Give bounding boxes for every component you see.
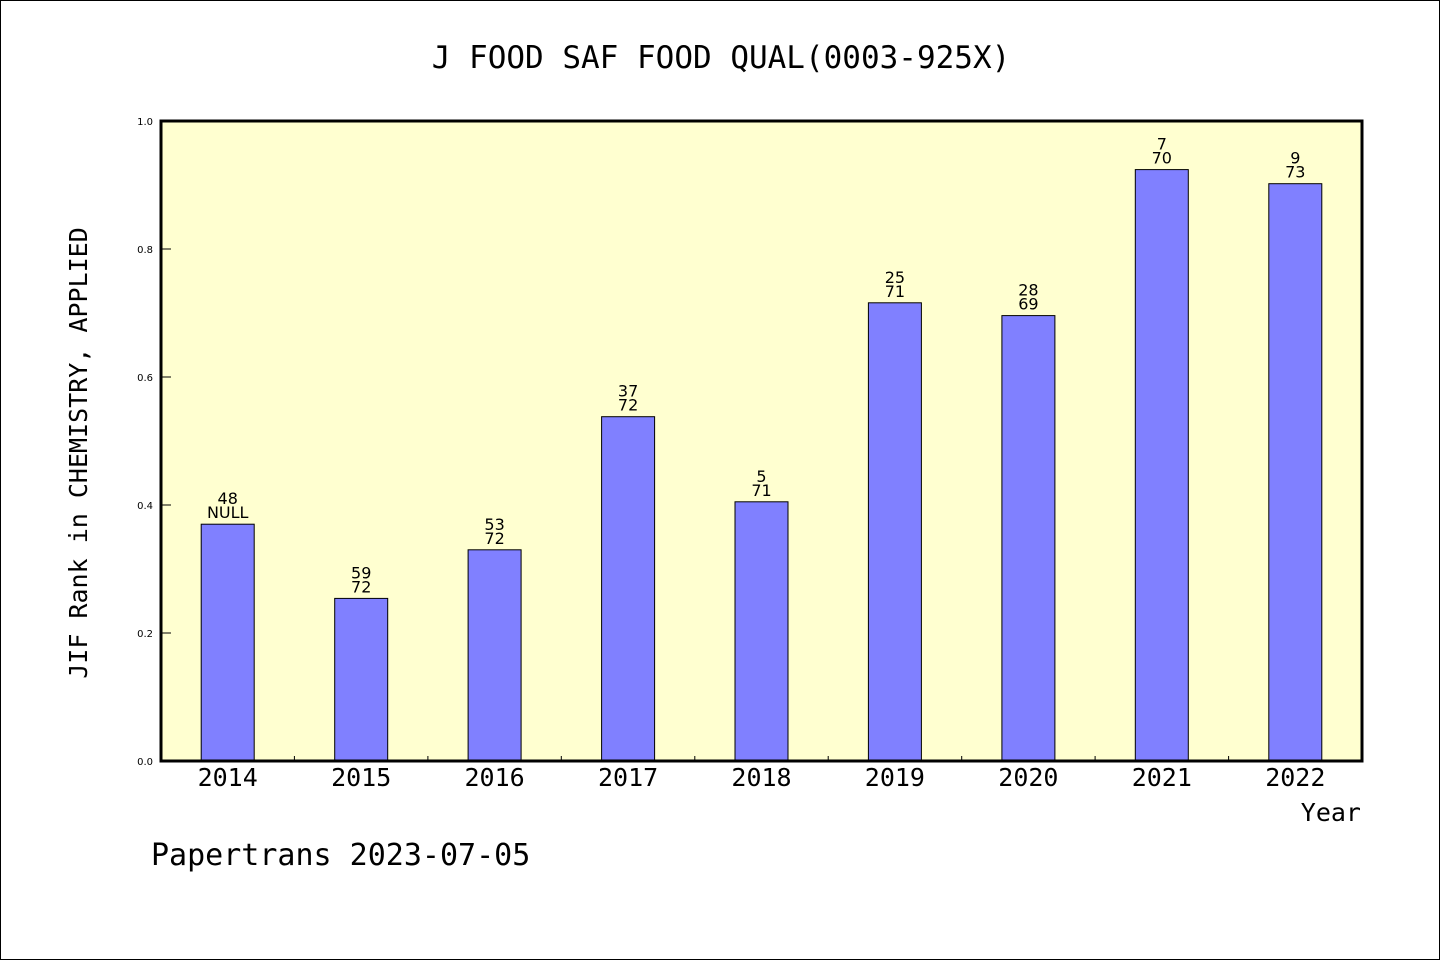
bar-label-bottom-2018: 71 [751,481,771,500]
bar-label-bottom-2016: 72 [484,529,504,548]
bar-2014 [200,523,255,762]
bar-2018 [734,501,789,762]
x-tick-label-2015: 2015 [331,763,391,792]
bar-2015 [334,597,389,762]
bar-label-bottom-2015: 72 [351,577,371,596]
bar-label-bottom-2022: 73 [1285,163,1305,182]
plot-border [159,119,1364,763]
bars [200,169,1323,762]
bar-label-bottom-2017: 72 [618,396,638,415]
x-tick-label-2016: 2016 [464,763,524,792]
bar-2016 [467,549,522,762]
bar-label-bottom-2020: 69 [1018,295,1038,314]
y-tick-label: 1.0 [137,117,153,128]
x-axis-label: Year [1301,798,1361,827]
chart-title: J FOOD SAF FOOD QUAL(0003-925X) [432,40,1011,76]
bar-label-top-2014: 48 [218,489,238,508]
bar-2017 [601,416,656,762]
footer-watermark: Papertrans 2023-07-05 [151,838,530,873]
x-tick-label-2017: 2017 [598,763,658,792]
bar-label-top-2016: 53 [484,515,504,534]
bar-label-bottom-2014: NULL [207,503,249,522]
bar-label-top-2017: 37 [618,382,638,401]
x-axis-ticks: 2014 2015 2016 2017 2018 2019 2020 2021 2022 [198,756,1325,792]
bar-2019 [867,302,922,762]
bar-label-bottom-2019: 71 [885,282,905,301]
bar-label-bottom-2021: 70 [1152,149,1172,168]
y-tick-label: 0.6 [137,373,153,384]
x-tick-label-2018: 2018 [731,763,791,792]
y-tick-label: 0.4 [137,501,153,512]
y-axis-label: JIF Rank in CHEMISTRY, APPLIED [64,227,93,679]
bar-label-top-2020: 28 [1018,281,1038,300]
y-tick-label: 0.8 [137,245,153,256]
bar-2020 [1001,315,1056,762]
y-tick-label: 0.2 [137,629,153,640]
bar-label-top-2019: 25 [885,268,905,287]
y-tick-label: 0.0 [137,757,153,768]
bar-label-top-2022: 9 [1290,149,1300,168]
y-axis-ticks: 0.0 0.2 0.4 0.6 0.8 1.0 [137,117,171,768]
x-tick-label-2020: 2020 [998,763,1058,792]
bar-label-top-2018: 5 [756,467,766,486]
x-tick-label-2019: 2019 [865,763,925,792]
x-tick-label-2021: 2021 [1132,763,1192,792]
bar-label-top-2021: 7 [1157,135,1167,154]
bar-label-top-2015: 59 [351,563,371,582]
x-tick-label-2022: 2022 [1265,763,1325,792]
x-tick-label-2014: 2014 [198,763,258,792]
bar-2021 [1134,169,1189,762]
bar-2022 [1268,183,1323,762]
